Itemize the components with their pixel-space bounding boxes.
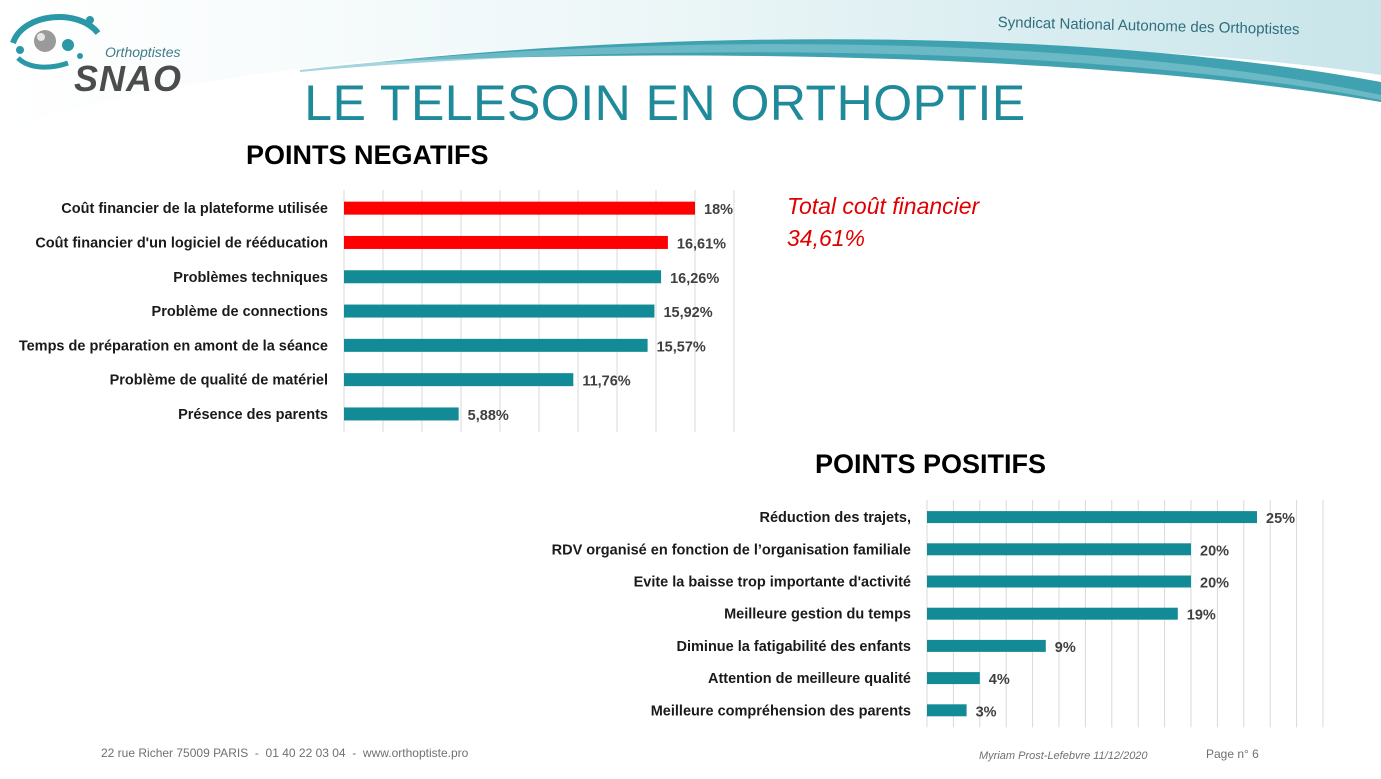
- chart-title-positifs: POINTS POSITIFS: [815, 449, 1047, 479]
- neg-category-label: Coût financier d'un logiciel de rééducat…: [35, 235, 328, 251]
- snao-logo: Orthoptistes SNAO: [8, 8, 188, 99]
- neg-data-label: 16,61%: [677, 236, 726, 252]
- pos-data-label: 4%: [989, 672, 1010, 688]
- pos-data-label: 9%: [1055, 640, 1076, 656]
- header-banner: [0, 0, 1381, 130]
- pos-bar: [927, 543, 1191, 556]
- neg-bar: [344, 235, 668, 249]
- pos-bar: [927, 511, 1257, 524]
- neg-bar: [344, 201, 695, 215]
- neg-category-label: Problèmes techniques: [173, 270, 328, 286]
- neg-bar: [344, 373, 574, 387]
- footer-address: 22 rue Richer 75009 PARIS - 01 40 22 03 …: [101, 746, 469, 760]
- page-title: LE TELESOIN EN ORTHOPTIE: [304, 75, 1026, 131]
- footer-page-number: Page n° 6: [1206, 747, 1259, 761]
- neg-category-label: Problème de connections: [152, 304, 328, 320]
- pos-category-label: Attention de meilleure qualité: [708, 671, 911, 687]
- pos-category-label: RDV organisé en fonction de l’organisati…: [552, 542, 911, 558]
- neg-category-label: Coût financier de la plateforme utilisée: [61, 201, 328, 217]
- neg-data-label: 15,57%: [657, 339, 706, 355]
- logo-subtitle: Orthoptistes: [105, 44, 181, 60]
- neg-data-label: 5,88%: [468, 408, 509, 424]
- footer-author: Myriam Prost-Lefebvre 11/12/2020: [979, 750, 1148, 762]
- pos-category-label: Diminue la fatigabilité des enfants: [677, 639, 911, 655]
- total-cost-note: Total coût financier 34,61%: [787, 190, 979, 254]
- logo-wordmark: SNAO: [74, 58, 183, 99]
- neg-bar: [344, 304, 655, 318]
- pos-data-label: 19%: [1187, 608, 1216, 624]
- total-cost-label: Total coût financier: [787, 193, 980, 219]
- logo-eye-icon: [10, 14, 101, 70]
- pos-category-label: Meilleure gestion du temps: [724, 607, 911, 623]
- neg-bar: [344, 407, 459, 421]
- neg-category-label: Problème de qualité de matériel: [110, 373, 328, 389]
- pos-bar: [927, 704, 967, 717]
- neg-bar: [344, 338, 648, 352]
- chart-title-negatifs: POINTS NEGATIFS: [246, 140, 489, 170]
- pos-data-label: 25%: [1266, 511, 1295, 527]
- pos-bar: [927, 575, 1191, 588]
- pos-data-label: 3%: [976, 704, 997, 720]
- pos-bar: [927, 672, 980, 685]
- chart-positifs: Réduction des trajets, 25% RDV organisé en…: [552, 500, 1324, 728]
- neg-data-label: 18%: [704, 202, 733, 218]
- pos-data-label: 20%: [1200, 543, 1229, 559]
- neg-data-label: 11,76%: [582, 374, 630, 390]
- total-cost-value: 34,61%: [787, 225, 866, 251]
- chart-negatifs: Coût financier de la plateforme utilisée…: [19, 190, 735, 433]
- pos-bar: [927, 607, 1178, 620]
- neg-data-label: 16,26%: [670, 271, 719, 287]
- pos-bar: [927, 639, 1046, 652]
- neg-data-label: 15,92%: [663, 305, 712, 321]
- pos-category-label: Meilleure compréhension des parents: [651, 703, 911, 719]
- neg-category-label: Temps de préparation en amont de la séan…: [19, 338, 328, 354]
- neg-bar: [344, 270, 662, 284]
- pos-category-label: Réduction des trajets,: [760, 510, 911, 526]
- pos-data-label: 20%: [1200, 576, 1229, 592]
- pos-category-label: Evite la baisse trop importante d'activi…: [634, 575, 911, 591]
- neg-category-label: Présence des parents: [178, 407, 328, 423]
